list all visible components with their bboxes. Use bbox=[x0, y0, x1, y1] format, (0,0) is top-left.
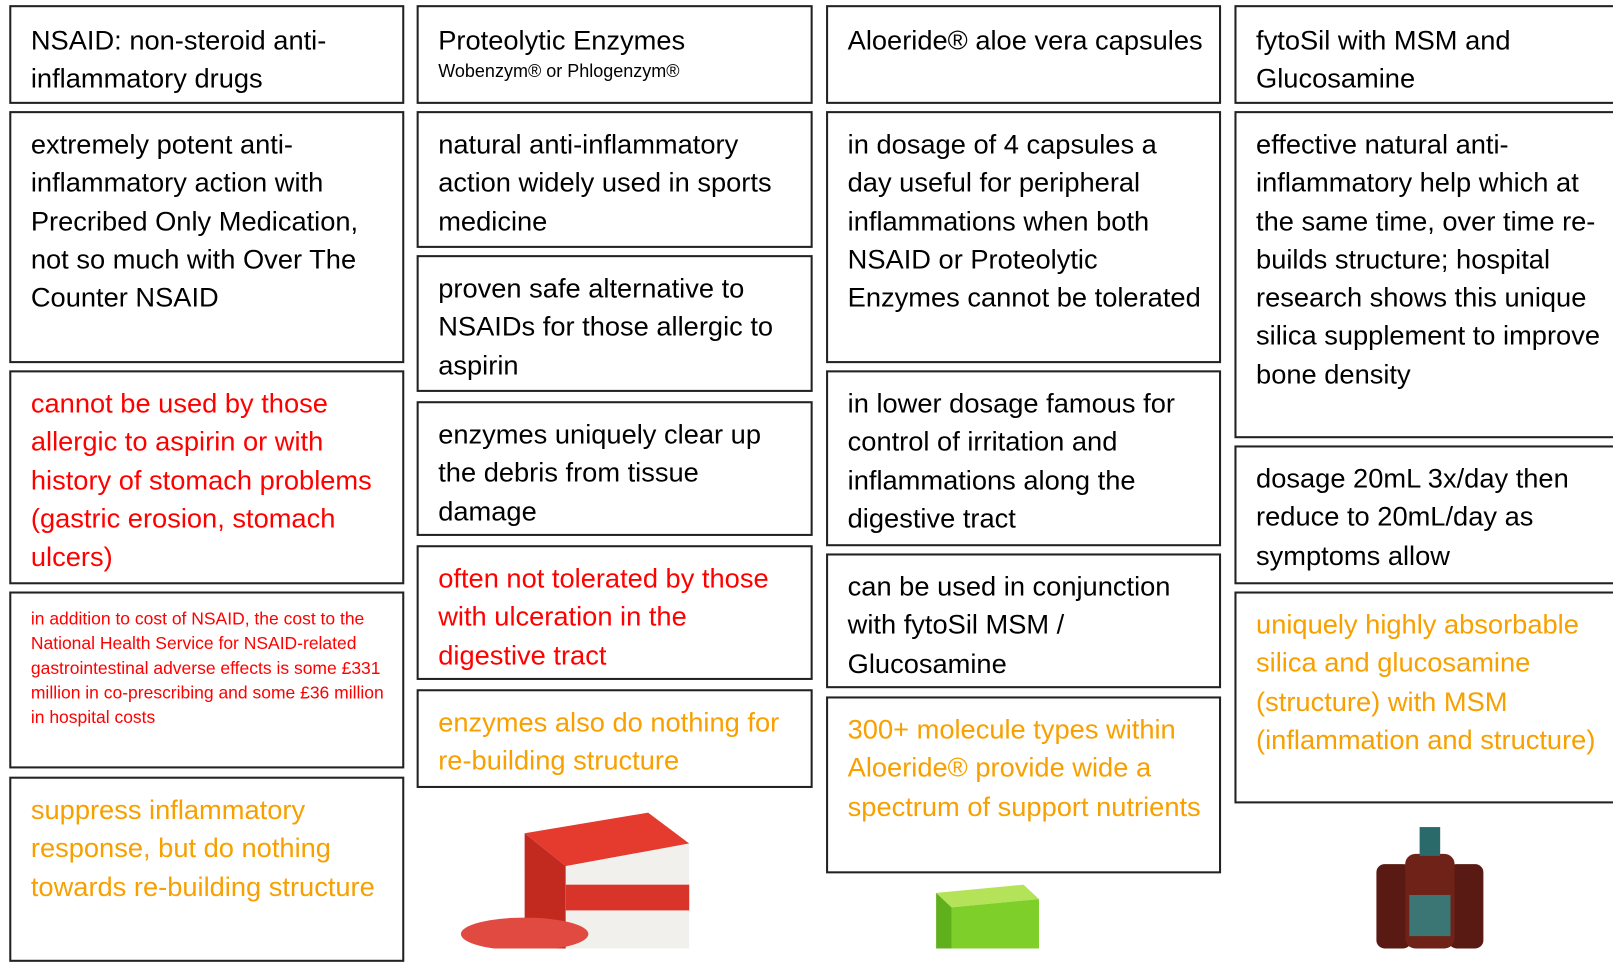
cell: suppress inflammatory response, but do n… bbox=[9, 776, 405, 962]
column-header: Proteolytic Enzymes Wobenzym® or Phlogenz… bbox=[416, 5, 813, 104]
product-image bbox=[460, 812, 690, 949]
column-header: fytoSil with MSM and Glucosamine bbox=[1234, 5, 1613, 104]
header-title: Aloeride® aloe vera capsules bbox=[847, 24, 1203, 56]
cell: proven safe alternative to NSAIDs for th… bbox=[416, 255, 813, 392]
product-image bbox=[1376, 827, 1484, 949]
cell: natural anti-inflammatory action widely … bbox=[416, 111, 813, 248]
cell: enzymes uniquely clear up the debris fro… bbox=[416, 401, 813, 536]
column-header: NSAID: non-steroid anti-inflammatory dru… bbox=[9, 5, 405, 104]
column-header: Aloeride® aloe vera capsules bbox=[826, 5, 1222, 104]
cell: in dosage of 4 capsules a day useful for… bbox=[826, 111, 1222, 364]
cell: in lower dosage famous for control of ir… bbox=[826, 370, 1222, 547]
cell: cannot be used by those allergic to aspi… bbox=[9, 370, 405, 585]
header-title: fytoSil with MSM and Glucosamine bbox=[1256, 24, 1511, 94]
cell: dosage 20mL 3x/day then reduce to 20mL/d… bbox=[1234, 445, 1613, 585]
cell: often not tolerated by those with ulcera… bbox=[416, 545, 813, 680]
cell: uniquely highly absorbable silica and gl… bbox=[1234, 591, 1613, 804]
cell: in addition to cost of NSAID, the cost t… bbox=[9, 591, 405, 769]
header-subtitle: Wobenzym® or Phlogenzym® bbox=[438, 60, 680, 82]
header-title: NSAID: non-steroid anti-inflammatory dru… bbox=[30, 24, 327, 94]
cell: extremely potent anti-inflammatory actio… bbox=[9, 111, 405, 364]
header-title: Proteolytic Enzymes bbox=[438, 24, 686, 56]
cell: 300+ molecule types within Aloeride® pro… bbox=[826, 696, 1222, 874]
product-image bbox=[936, 884, 1039, 949]
cell: enzymes also do nothing for re-building … bbox=[416, 689, 813, 788]
cell: effective natural anti-inflammatory help… bbox=[1234, 111, 1613, 439]
cell: can be used in conjunction with fytoSil … bbox=[826, 553, 1222, 689]
